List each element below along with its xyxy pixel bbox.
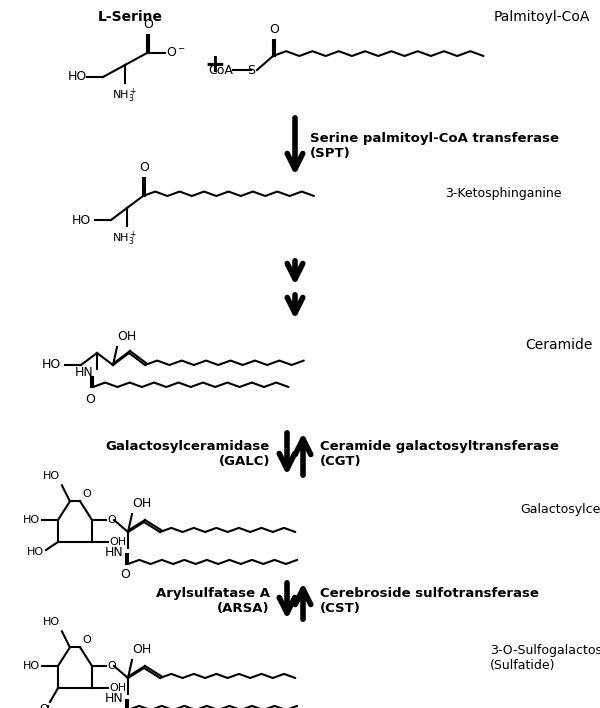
Text: HO: HO [43,617,60,627]
Text: O: O [120,568,130,581]
Text: 3-Ketosphinganine: 3-Ketosphinganine [445,186,562,200]
Text: NH$_3^+$: NH$_3^+$ [112,230,138,249]
Text: OH: OH [109,537,126,547]
Text: O: O [107,515,116,525]
Text: HO: HO [68,71,87,84]
Text: Galactosylceramide: Galactosylceramide [520,503,600,517]
Text: HO: HO [23,661,40,671]
Text: NH$_3^+$: NH$_3^+$ [112,87,138,105]
Text: +: + [205,53,226,77]
Text: Arylsulfatase A
(ARSA): Arylsulfatase A (ARSA) [156,587,270,615]
Text: HO: HO [43,472,60,481]
Text: O: O [82,489,91,499]
Text: O: O [139,161,149,174]
Text: HN: HN [105,545,124,559]
Text: HN: HN [105,692,124,704]
Text: L-Serine: L-Serine [97,10,163,24]
Text: O: O [107,661,116,671]
Text: O$^-$: O$^-$ [166,47,186,59]
Text: HO: HO [42,358,61,372]
Text: CoA: CoA [208,64,233,76]
Text: O: O [82,635,91,645]
Text: HO: HO [23,515,40,525]
Text: Serine palmitoyl-CoA transferase
(SPT): Serine palmitoyl-CoA transferase (SPT) [310,132,559,160]
Text: HN: HN [74,367,93,379]
Text: O: O [85,393,95,406]
Text: OH: OH [132,643,151,656]
Text: OH: OH [117,330,136,343]
Text: S: S [247,64,255,76]
Text: O: O [143,18,153,31]
Text: Galactosylceramidase
(GALC): Galactosylceramidase (GALC) [106,440,270,468]
Text: HO: HO [72,214,91,227]
Text: Ceramide: Ceramide [525,338,592,352]
Text: OH: OH [132,497,151,510]
Text: O: O [269,23,279,36]
Text: OH: OH [109,683,126,693]
Text: 3-O-Sulfogalactosylceramide
(Sulfatide): 3-O-Sulfogalactosylceramide (Sulfatide) [490,644,600,672]
Text: HO: HO [27,547,44,557]
Text: Ceramide galactosyltransferase
(CGT): Ceramide galactosyltransferase (CGT) [320,440,559,468]
Text: Cerebroside sulfotransferase
(CST): Cerebroside sulfotransferase (CST) [320,587,539,615]
Text: Palmitoyl-CoA: Palmitoyl-CoA [494,10,590,24]
Text: O: O [39,704,48,708]
